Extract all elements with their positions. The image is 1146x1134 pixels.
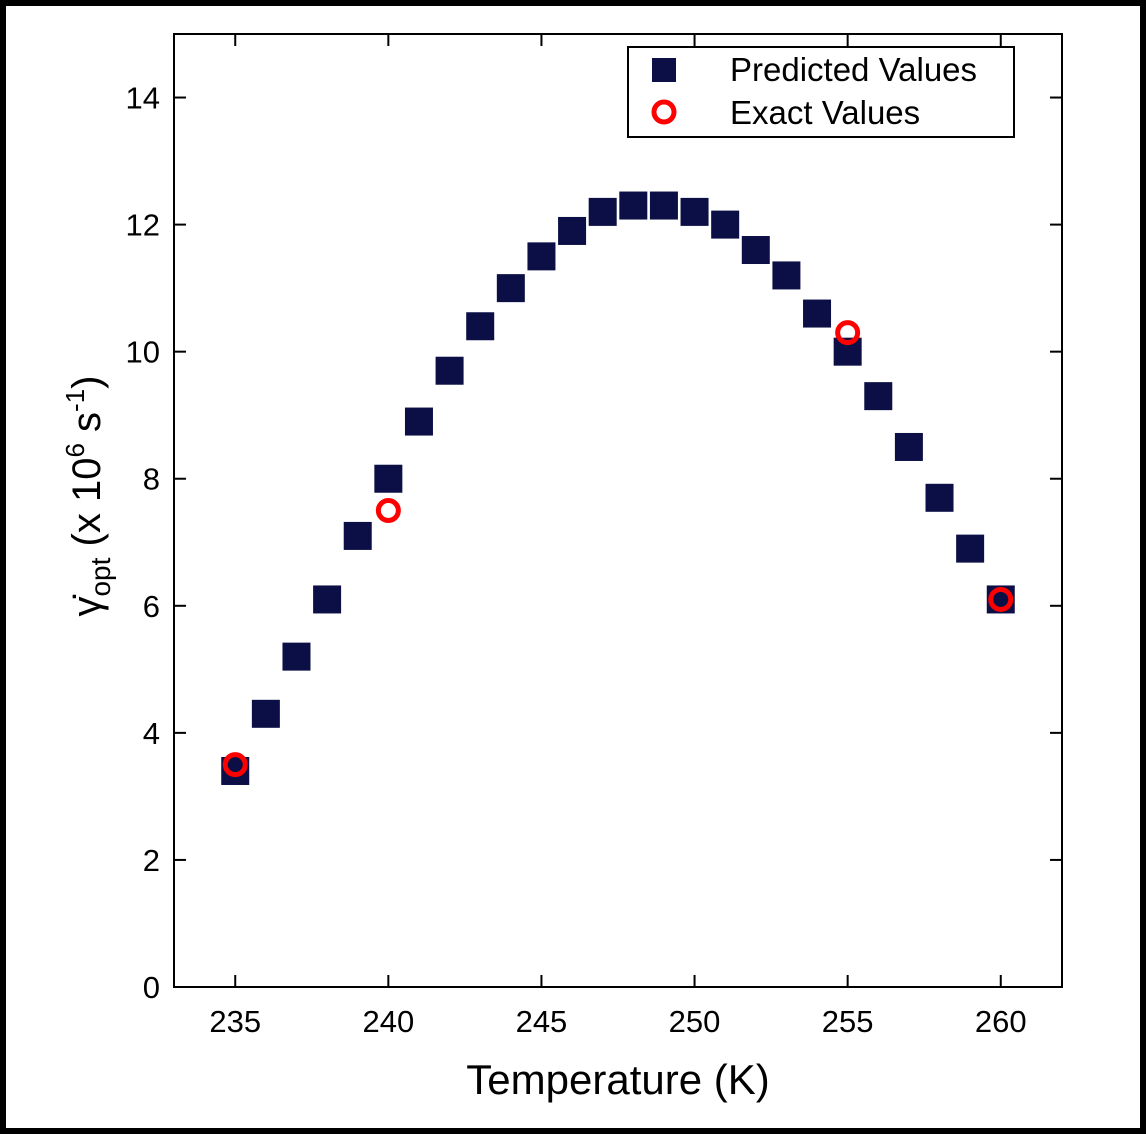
legend-box (627, 46, 1015, 138)
predicted-point (251, 699, 280, 728)
predicted-point (435, 356, 464, 385)
predicted-point (925, 483, 954, 512)
y-tick-label: 10 (126, 335, 160, 370)
x-tick-label: 255 (822, 1004, 874, 1039)
y-tick-label: 14 (126, 81, 160, 116)
y-axis-mid: (x 10 (65, 458, 109, 558)
predicted-point (864, 382, 893, 411)
x-tick-label: 260 (975, 1004, 1027, 1039)
legend-exact-label: Exact Values (730, 94, 920, 131)
predicted-point (374, 464, 403, 493)
chart-frame: 235 240 245 250 255 260 0 2 4 6 8 10 12 14 Temperatur… (6, 6, 1140, 1128)
predicted-point (404, 407, 433, 436)
predicted-point (772, 261, 801, 290)
x-tick-label: 240 (362, 1004, 414, 1039)
predicted-point (588, 197, 617, 226)
y-axis-exp2: -1 (60, 389, 90, 412)
predicted-point (496, 274, 525, 303)
exact-point (835, 320, 861, 346)
y-tick-label: 6 (143, 589, 160, 624)
y-tick-label: 2 (143, 843, 160, 878)
plot-area (173, 33, 1063, 988)
predicted-point (343, 521, 372, 550)
predicted-series (221, 191, 1015, 785)
legend-square-marker (652, 58, 676, 82)
x-tick-label: 245 (516, 1004, 568, 1039)
predicted-point (619, 191, 648, 220)
legend: Predicted Values Exact Values (627, 46, 1015, 138)
predicted-point (956, 534, 985, 563)
x-tick-label: 250 (669, 1004, 721, 1039)
y-tick-label: 4 (143, 716, 160, 751)
predicted-point (313, 585, 342, 614)
exact-point (375, 498, 401, 523)
y-tick-label: 8 (143, 462, 160, 497)
y-axis-unit: s (65, 412, 109, 443)
predicted-point (803, 299, 832, 328)
y-axis-subscript: opt (85, 557, 116, 596)
scatter-chart: 235 240 245 250 255 260 0 2 4 6 8 10 12 14 Temperatur… (60, 33, 1063, 1103)
y-axis-end: ) (65, 375, 109, 388)
predicted-point (894, 432, 923, 461)
y-tick-label: 0 (143, 970, 160, 1005)
axis-ticks: 235 240 245 250 255 260 0 2 4 6 8 10 12 14 (126, 34, 1062, 1039)
y-tick-label: 12 (126, 208, 160, 243)
predicted-point (741, 236, 770, 265)
predicted-point (649, 191, 678, 220)
exact-point (222, 752, 248, 778)
x-tick-label: 235 (209, 1004, 261, 1039)
predicted-point (558, 216, 587, 245)
x-axis-label: Temperature (K) (466, 1056, 769, 1103)
predicted-point (466, 312, 495, 341)
predicted-point (711, 210, 740, 239)
y-axis-symbol: γ̇ (65, 595, 109, 617)
legend-circle-marker (651, 99, 677, 125)
legend-predicted-label: Predicted Values (730, 51, 977, 88)
exact-point (988, 586, 1014, 612)
predicted-point (680, 197, 709, 226)
y-axis-exp1: 6 (60, 443, 90, 457)
predicted-point (282, 642, 311, 671)
exact-series (222, 320, 1014, 778)
y-axis-label: γ̇opt (x 106 s-1) (60, 375, 116, 616)
predicted-point (527, 242, 556, 271)
